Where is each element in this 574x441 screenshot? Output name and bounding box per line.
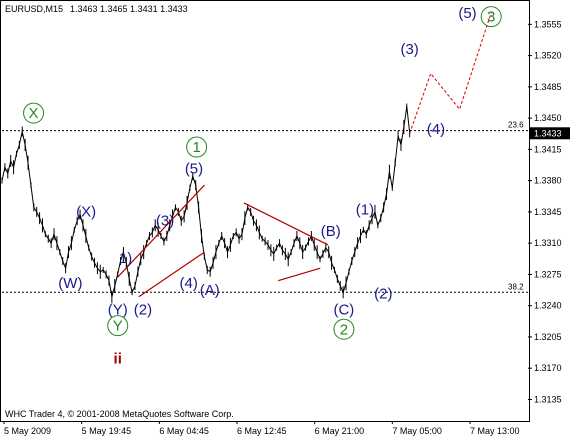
chart-header-ohlc: 1.3463 1.3465 1.3431 1.3433 [70,4,188,14]
wave-label: 1) [119,250,132,267]
x-tick-label: 7 May 13:00 [470,426,520,436]
trend-line [243,202,329,246]
wave-label: (3) [400,41,418,58]
wave-label: (2) [374,286,392,303]
wave-label-circle [186,136,208,158]
trend-line [138,251,205,298]
wave-label: (W) [58,275,82,292]
y-tick-label: 1.3415 [534,144,562,154]
current-price-badge [530,127,570,140]
wave-label: (2) [134,302,152,319]
y-tick-label: 1.3205 [534,332,562,342]
y-tick-label: 1.3345 [534,207,562,217]
chart-header-symbol: EURUSD,M15 [5,4,63,14]
wave-label-circle [333,318,355,340]
wave-label-circle [107,315,129,337]
wave-label: 1 [192,139,200,156]
y-tick-label: 1.3520 [534,51,562,61]
x-tick-label: 5 May 19:45 [82,426,132,436]
wave-label-circle [23,102,45,124]
y-tick-label: 1.3135 [534,394,562,404]
y-tick-label: 1.3450 [534,113,562,123]
x-tick-label: 5 May 2009 [4,426,51,436]
wave-label: 2 [340,321,348,338]
wave-label: (B) [321,223,341,240]
plot-area [0,0,530,422]
wave-label: 3 [487,9,495,26]
wave-label: (1) [356,202,374,219]
current-price-label: 1.3433 [534,128,562,138]
wave-label: (X) [76,203,96,220]
wave-label: X [29,105,39,122]
fib-level-label: 38.2 [508,282,524,291]
trend-line [277,267,321,282]
wave-label: ii [114,351,122,368]
y-tick-label: 1.3310 [534,238,562,248]
y-tick-label: 1.3240 [534,301,562,311]
y-tick-label: 1.3485 [534,82,562,92]
wave-label: (5) [185,160,203,177]
wave-label: (4) [180,275,198,292]
fib-level-label: 23.6 [508,121,524,130]
chart-footer-copyright: WHC Trader 4, © 2001-2008 MetaQuotes Sof… [5,409,234,419]
price-series-line [1,106,411,297]
wave-label: (5) [458,5,476,22]
x-tick-label: 6 May 04:45 [159,426,209,436]
y-tick-label: 1.3555 [534,19,562,29]
wave-label: (A) [200,282,220,299]
wave-label: (Y) [108,302,128,319]
y-tick-label: 1.3380 [534,176,562,186]
projection-path [409,12,492,134]
wave-label: (4) [427,121,445,138]
wave-label: Y [113,318,123,335]
x-tick-label: 6 May 21:00 [315,426,365,436]
wave-label: (C) [333,302,354,319]
wave-label: (3) [156,212,174,229]
x-tick-label: 6 May 12:45 [237,426,287,436]
trend-line [117,184,205,278]
wave-label-circle [480,6,502,28]
y-tick-label: 1.3170 [534,363,562,373]
y-tick-label: 1.3275 [534,269,562,279]
x-tick-label: 7 May 05:00 [392,426,442,436]
